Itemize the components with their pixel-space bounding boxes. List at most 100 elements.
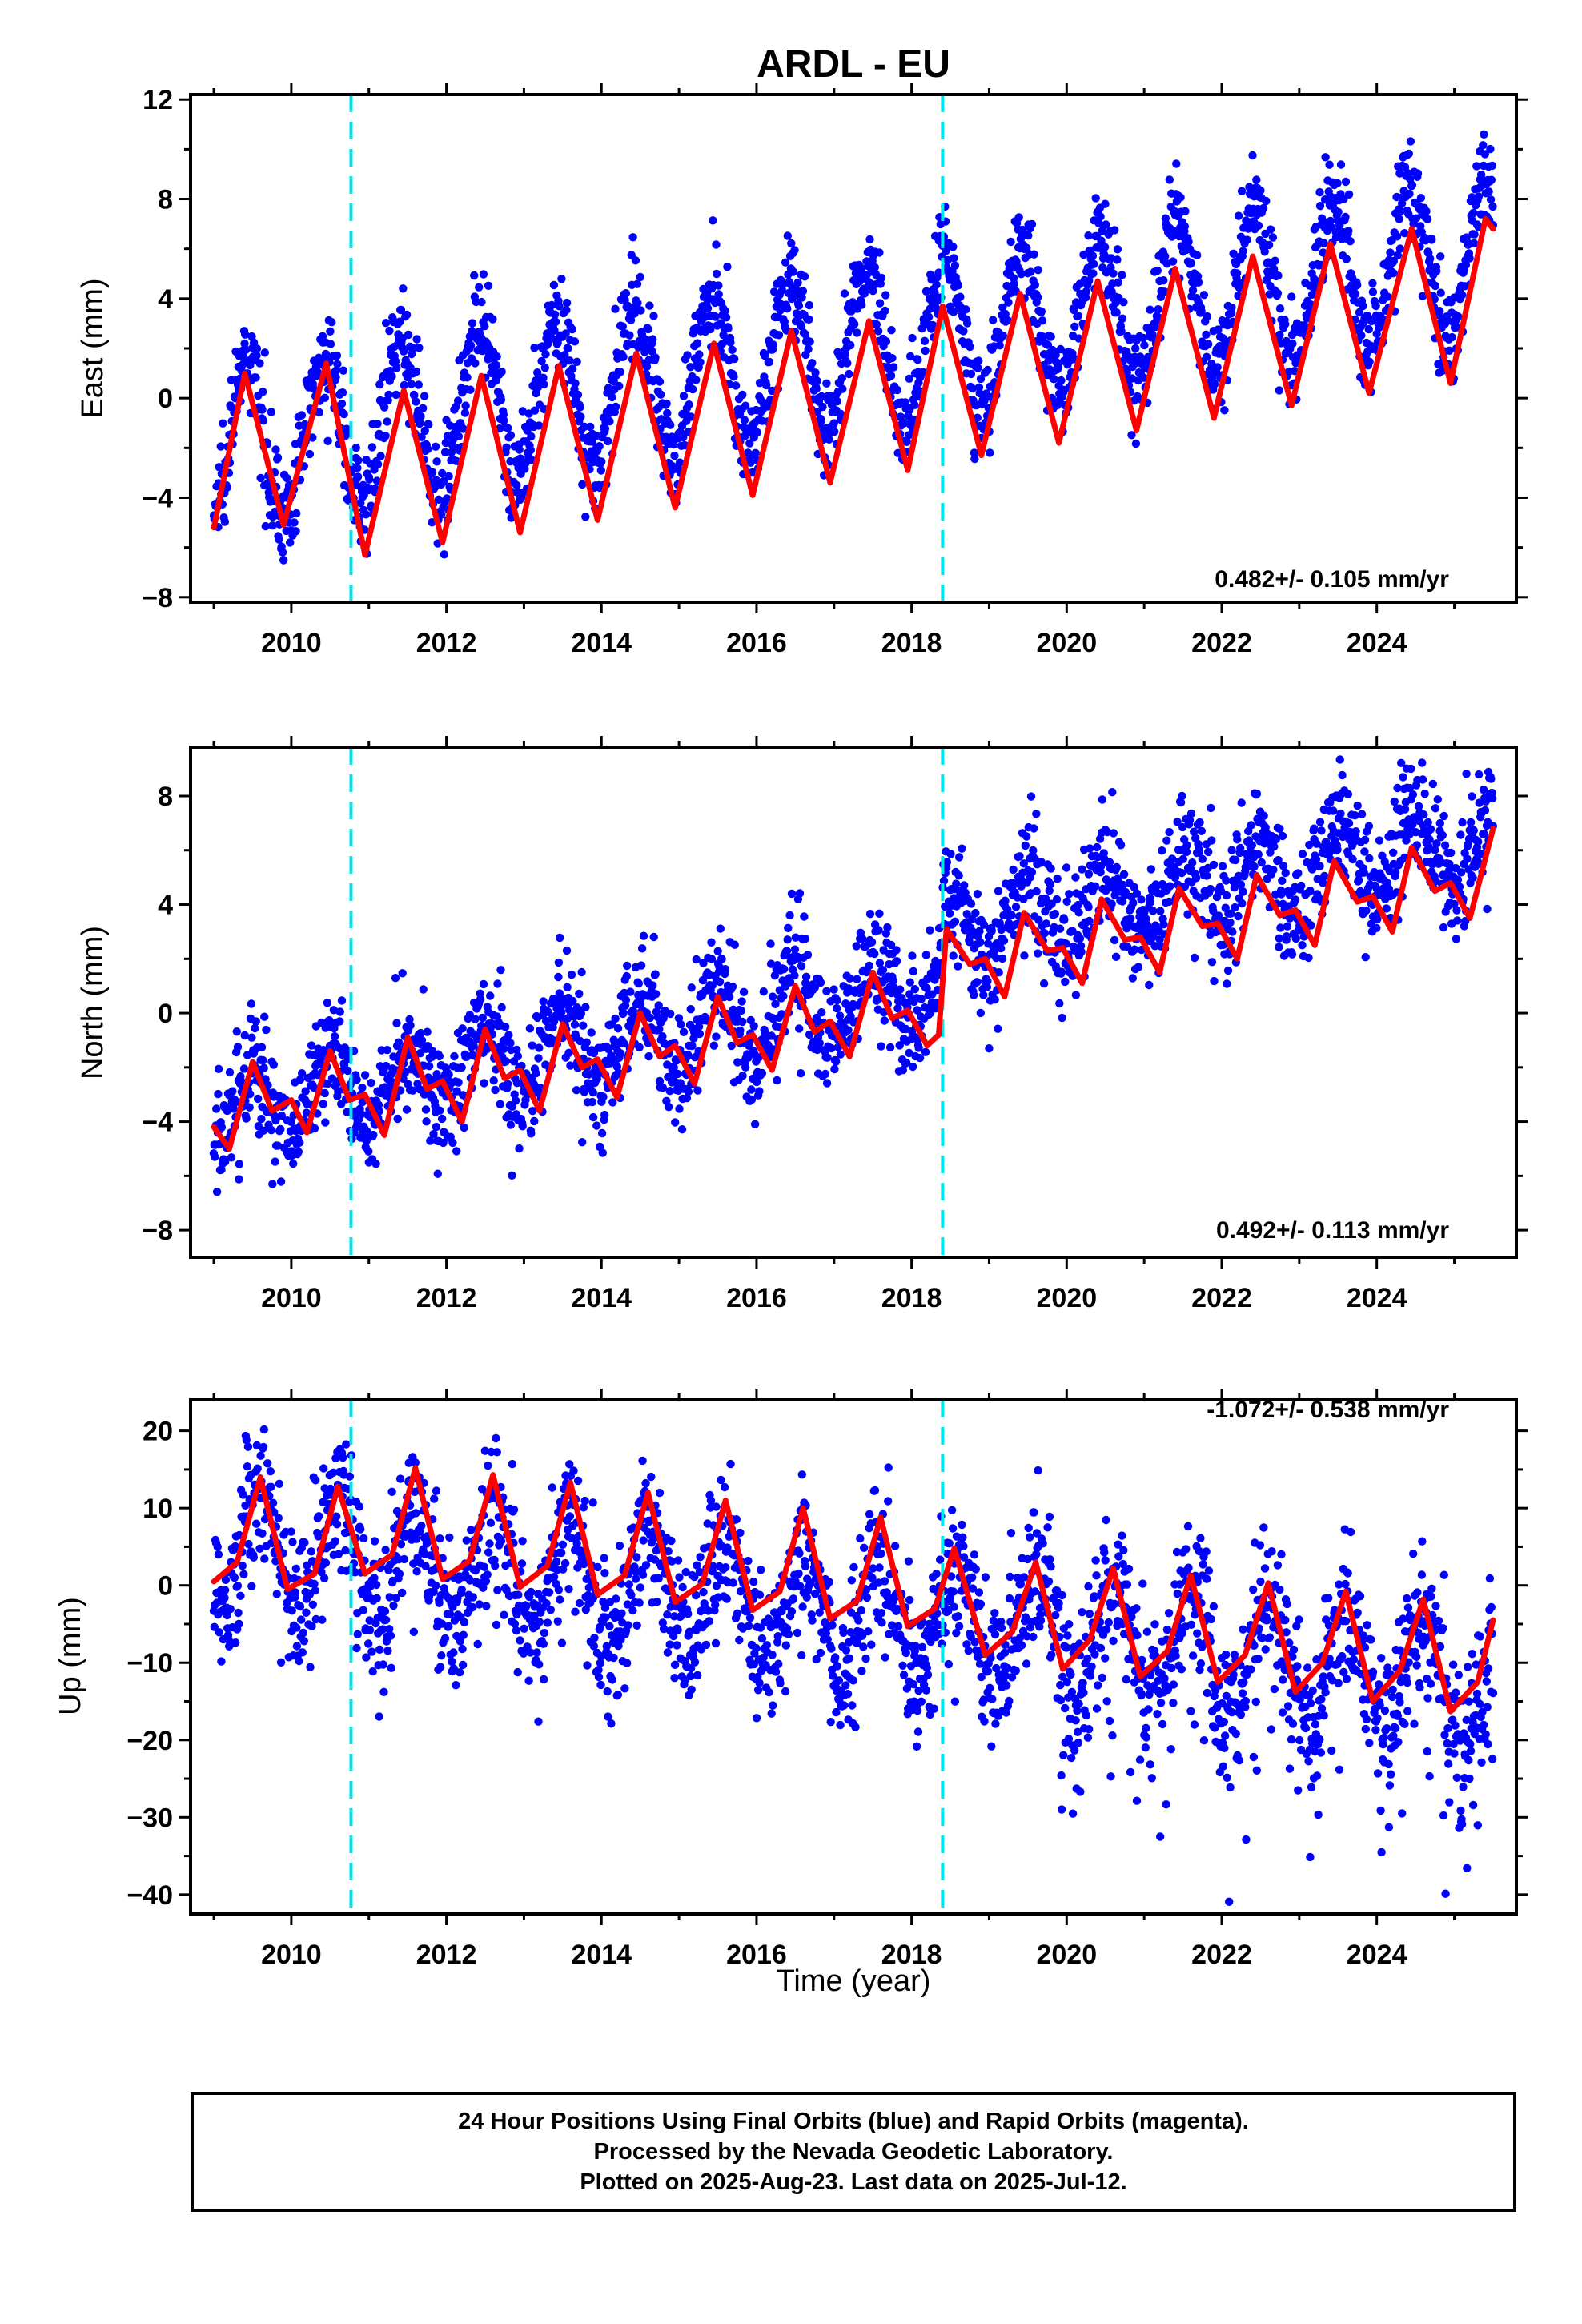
east-data-point — [825, 435, 833, 444]
east-data-point — [679, 392, 689, 400]
east-data-point — [666, 420, 675, 429]
east-data-point — [794, 301, 804, 310]
east-data-point — [905, 352, 915, 361]
east-data-point — [608, 392, 616, 402]
east-data-point — [1037, 307, 1046, 316]
north-data-point — [835, 1011, 845, 1020]
east-data-point — [1084, 231, 1093, 240]
east-data-point — [551, 310, 560, 319]
east-data-point — [1315, 202, 1325, 211]
north-data-point — [1435, 818, 1445, 828]
east-data-point — [1252, 175, 1261, 184]
east-data-point — [1488, 202, 1497, 211]
north-data-point — [1335, 755, 1344, 764]
north-data-point — [513, 1051, 522, 1061]
north-data-point — [975, 927, 984, 935]
east-data-point — [600, 424, 610, 433]
north-data-point — [926, 1008, 935, 1018]
north-data-point — [946, 850, 955, 858]
north-data-point — [1155, 935, 1164, 944]
east-data-point — [488, 315, 497, 324]
east-data-point — [1159, 276, 1168, 285]
east-data-point — [551, 317, 560, 326]
east-data-point — [548, 300, 556, 310]
north-data-point — [914, 1043, 923, 1052]
north-data-point — [970, 991, 978, 999]
north-data-point — [1061, 977, 1070, 987]
east-data-point — [412, 397, 420, 406]
east-data-point — [628, 233, 637, 242]
east-data-point — [1411, 214, 1421, 223]
north-data-point — [669, 1063, 678, 1072]
north-data-point — [1058, 1013, 1066, 1023]
north-data-point — [958, 844, 966, 853]
east-data-point — [477, 297, 486, 307]
north-data-point — [576, 1036, 584, 1046]
east-data-point — [1440, 320, 1450, 328]
east-data-point — [564, 344, 572, 353]
east-data-point — [619, 352, 628, 361]
north-data-point — [579, 1021, 588, 1030]
east-data-point — [557, 275, 566, 283]
east-data-point — [1056, 344, 1065, 354]
north-data-point — [581, 1003, 590, 1011]
east-data-point — [1413, 169, 1423, 178]
north-data-point — [677, 1020, 685, 1029]
north-data-point — [1400, 805, 1410, 814]
east-data-point — [1202, 330, 1211, 339]
east-data-point — [908, 333, 917, 343]
east-data-point — [655, 377, 665, 386]
north-data-point — [575, 989, 584, 999]
east-data-point — [1027, 219, 1037, 229]
east-data-point — [1168, 257, 1178, 266]
north-data-point — [1291, 895, 1300, 904]
east-data-point — [452, 425, 461, 435]
east-data-point — [889, 363, 898, 372]
east-data-point — [571, 379, 580, 388]
east-data-point — [1150, 322, 1160, 332]
east-data-point — [466, 341, 476, 350]
north-data-point — [1463, 854, 1472, 863]
north-data-point — [886, 940, 896, 950]
north-data-point — [563, 983, 572, 992]
east-data-point — [663, 408, 672, 418]
north-data-point — [875, 959, 885, 967]
east-data-point — [396, 305, 406, 315]
east-data-point — [596, 466, 605, 475]
east-data-point — [424, 420, 433, 429]
east-data-point — [576, 412, 585, 421]
east-data-point — [812, 384, 821, 393]
north-data-point — [898, 1066, 908, 1075]
north-data-point — [747, 1085, 756, 1094]
north-data-point — [506, 1120, 516, 1129]
north-data-point — [487, 1019, 496, 1028]
north-data-point — [424, 1062, 434, 1071]
east-data-point — [974, 356, 983, 365]
east-data-point — [1436, 288, 1445, 297]
east-data-point — [1405, 189, 1414, 199]
east-data-point — [562, 298, 572, 308]
east-data-point — [611, 304, 620, 313]
north-data-point — [576, 1009, 586, 1018]
north-data-point — [1110, 935, 1119, 945]
north-data-point — [1298, 941, 1307, 950]
east-data-point — [875, 248, 884, 257]
north-data-point — [922, 983, 931, 993]
north-data-point — [501, 1057, 511, 1066]
north-data-point — [267, 1126, 276, 1135]
east-data-point — [568, 364, 577, 373]
north-data-point — [214, 1064, 223, 1074]
north-data-point — [1019, 859, 1029, 868]
north-data-point — [1112, 862, 1122, 872]
east-data-point — [541, 350, 550, 359]
east-data-point — [670, 451, 679, 460]
east-data-point — [595, 442, 604, 451]
east-y-axis-label: East (mm) — [76, 278, 110, 418]
north-data-point — [844, 1026, 853, 1035]
x-tick-label: 2010 — [261, 1283, 322, 1313]
north-data-point — [1271, 834, 1281, 844]
east-data-point — [1386, 248, 1395, 257]
east-data-point — [1010, 279, 1018, 288]
north-data-point — [905, 978, 915, 987]
north-data-point — [1375, 836, 1384, 845]
